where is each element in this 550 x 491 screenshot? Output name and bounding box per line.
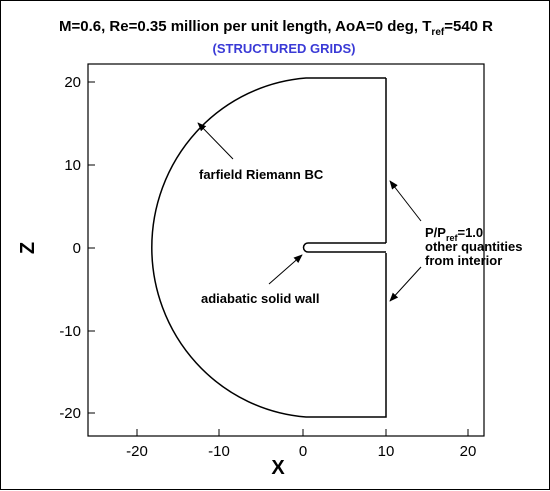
x-tick-label: 20	[460, 443, 477, 460]
figure-subtitle: (STRUCTURED GRIDS)	[213, 41, 356, 56]
wall-label: adiabatic solid wall	[201, 291, 319, 306]
y-tick-label: -10	[59, 323, 81, 340]
y-axis-label: Z	[17, 242, 39, 254]
outflow-arrow-lower	[389, 266, 422, 302]
wall-arrow	[268, 254, 303, 285]
outflow-label-line1: P/Pref=1.0	[425, 225, 483, 243]
outflow-label-line2: other quantities	[425, 239, 523, 254]
y-axis: 20 10 0 -10 -20 Z	[17, 74, 95, 422]
farfield-label: farfield Riemann BC	[199, 167, 324, 182]
y-tick-label: 0	[73, 240, 81, 257]
plot-area	[87, 63, 485, 437]
x-tick-label: 0	[299, 443, 307, 460]
y-tick-label: -20	[59, 405, 81, 422]
figure-title: M=0.6, Re=0.35 million per unit length, …	[59, 18, 493, 38]
x-axis: -20 -10 0 10 20 X	[126, 429, 476, 479]
x-tick-label: -10	[208, 443, 230, 460]
x-tick-label: -20	[126, 443, 148, 460]
x-tick-label: 10	[378, 443, 395, 460]
farfield-boundary	[151, 77, 387, 418]
x-axis-label: X	[271, 457, 285, 479]
y-tick-label: 20	[64, 74, 81, 91]
farfield-arrow	[197, 122, 234, 160]
outflow-arrow-upper	[389, 180, 422, 222]
outflow-label-line3: from interior	[425, 253, 502, 268]
body-slot	[302, 242, 386, 253]
y-tick-label: 10	[64, 157, 81, 174]
